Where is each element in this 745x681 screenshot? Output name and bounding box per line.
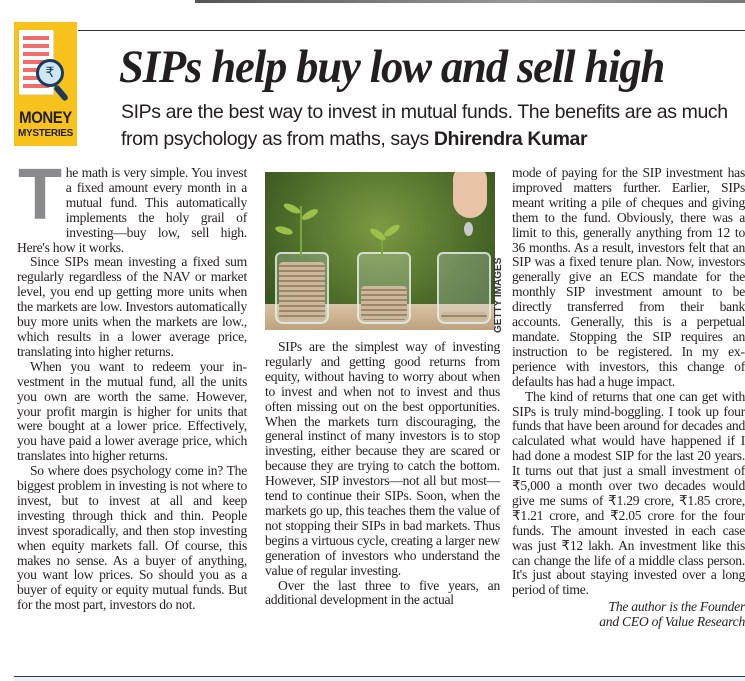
paragraph: When you want to redeem your in­vestment… xyxy=(17,358,247,464)
photo-credit: GETTY IMAGES xyxy=(493,257,504,333)
magnifier-handle xyxy=(52,84,70,102)
deck: SIPs are the best way to invest in mutua… xyxy=(121,99,741,153)
deck-text: SIPs are the best way to invest in mutua… xyxy=(121,101,728,150)
column-2: SIPs are the simplest way of invest­ing … xyxy=(265,339,500,608)
magnifier-rupee-icon: ₹ xyxy=(36,59,64,87)
top-bar xyxy=(195,0,745,3)
paragraph: So where does psychology come in? The bi… xyxy=(17,463,247,613)
paragraph: mode of paying for the SIP investment ha… xyxy=(512,165,745,389)
header-rule xyxy=(78,30,745,31)
paragraph: SIPs are the simplest way of invest­ing … xyxy=(265,339,500,578)
photo-coin-jars xyxy=(265,172,495,330)
paragraph: Over the last three to five years, an ad… xyxy=(265,577,500,608)
badge-subtitle: MYSTERIES xyxy=(17,128,74,139)
drop-cap: T xyxy=(18,155,62,235)
author-bio: The author is the Founder and CEO of Valu… xyxy=(599,599,745,630)
author-name: Dhirendra Kumar xyxy=(433,128,588,150)
money-mysteries-logo: ₹ MONEY MYSTERIES xyxy=(14,22,77,146)
paragraph: The kind of returns that one can get wit… xyxy=(512,388,745,598)
bottom-strip xyxy=(14,677,745,681)
badge-title: MONEY xyxy=(19,108,72,127)
paragraph: Since SIPs mean investing a fixed sum re… xyxy=(17,254,247,359)
bottom-rule xyxy=(14,676,745,677)
column-3: mode of paying for the SIP investment ha… xyxy=(512,165,745,630)
headline: SIPs help buy low and sell high xyxy=(119,41,665,93)
